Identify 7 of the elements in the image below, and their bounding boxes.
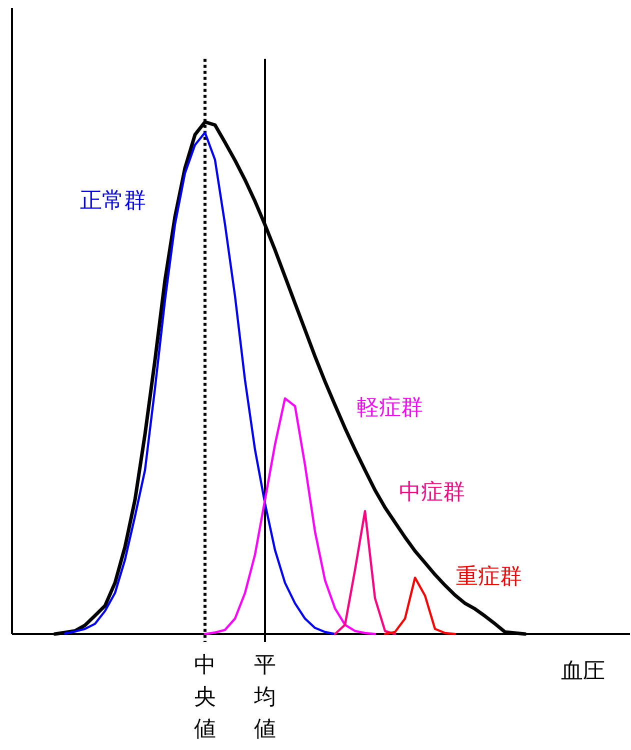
series-label: 重症群 <box>456 564 522 590</box>
text: 軽症群 <box>357 395 423 420</box>
series-label: 中症群 <box>399 480 465 506</box>
x-tick-label: 平均値 <box>253 653 276 742</box>
x-axis-title: 血圧 <box>561 659 605 684</box>
x-tick-label: 中央値 <box>194 653 216 742</box>
series-label: 正常群 <box>80 188 146 214</box>
